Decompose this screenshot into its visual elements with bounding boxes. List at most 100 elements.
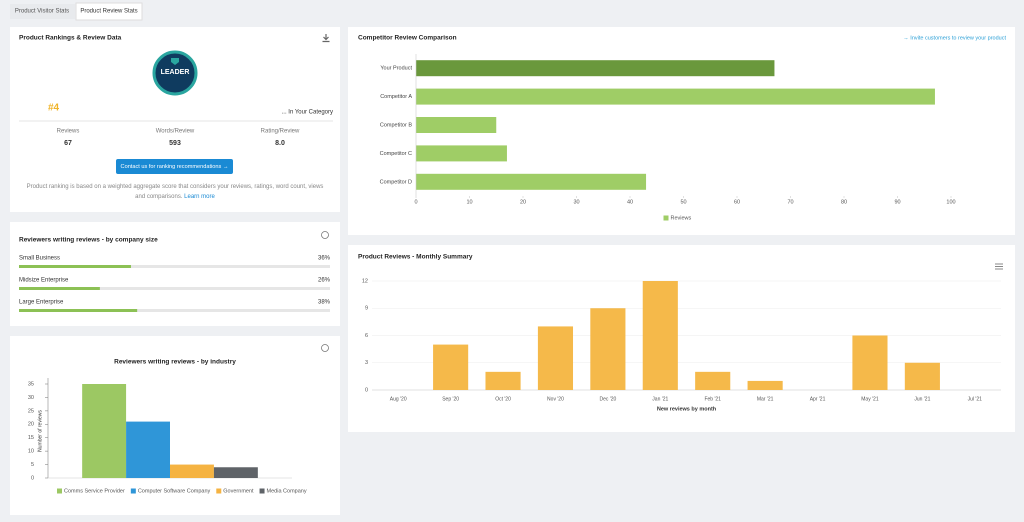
- bar: [642, 281, 678, 390]
- panel: [348, 245, 1015, 432]
- x-tick-label: 80: [841, 199, 847, 205]
- invite-link[interactable]: → Invite customers to review your produc…: [903, 35, 1006, 41]
- stat-value: 8.0: [275, 140, 285, 147]
- chart-title: Reviewers writing reviews - by industry: [114, 359, 236, 366]
- download-icon[interactable]: [322, 34, 330, 43]
- x-tick-label: Nov '20: [547, 396, 564, 402]
- stat-label: Words/Review: [156, 129, 195, 135]
- y-tick-label: 15: [28, 435, 34, 441]
- help-icon[interactable]: [321, 344, 329, 352]
- stat-label: Reviews: [57, 129, 80, 135]
- y-tick-label: Your Product: [380, 66, 412, 72]
- bar: [852, 335, 888, 390]
- bar: [747, 380, 783, 390]
- bar: [416, 88, 935, 105]
- legend-label: Government: [223, 488, 254, 494]
- y-tick-label: 35: [28, 381, 34, 387]
- bar: [213, 467, 258, 478]
- menu-icon[interactable]: [995, 263, 1003, 270]
- row-label: Large Enterprise: [19, 300, 64, 306]
- y-tick-label: 12: [362, 278, 368, 284]
- x-tick-label: Jul '21: [968, 396, 983, 402]
- bar: [433, 344, 469, 390]
- x-tick-label: 20: [520, 199, 526, 205]
- legend-label: Comms Service Provider: [64, 488, 125, 494]
- tab-active[interactable]: [75, 2, 143, 21]
- panel: [10, 222, 340, 326]
- help-icon[interactable]: [321, 231, 329, 239]
- x-tick-label: Jan '21: [652, 396, 668, 402]
- badge-icon: [171, 58, 179, 65]
- y-tick-label: 3: [365, 360, 368, 366]
- bar-track: [19, 309, 330, 312]
- x-tick-label: 70: [787, 199, 793, 205]
- x-tick-label: Feb '21: [704, 396, 721, 402]
- tab-label[interactable]: Product Review Stats: [80, 9, 137, 15]
- chart-title: Competitor Review Comparison: [358, 35, 457, 42]
- bar: [170, 464, 214, 478]
- y-tick-label: Competitor D: [380, 179, 412, 185]
- tab-label[interactable]: Product Visitor Stats: [15, 9, 69, 15]
- bar: [590, 308, 626, 390]
- stat-value: 593: [169, 140, 181, 147]
- y-tick-label: 25: [28, 408, 34, 414]
- x-tick-label: Aug '20: [390, 396, 407, 402]
- x-tick-label: Mar '21: [757, 396, 774, 402]
- bar: [19, 287, 100, 290]
- y-tick-label: Competitor C: [380, 151, 412, 157]
- badge: [152, 50, 198, 96]
- button-label[interactable]: Contact us for ranking recommendations →: [121, 164, 229, 170]
- x-tick-label: Jun '21: [914, 396, 930, 402]
- x-tick-label: 40: [627, 199, 633, 205]
- x-tick-label: 90: [894, 199, 900, 205]
- row-value: 36%: [318, 256, 331, 262]
- row-label: Small Business: [19, 256, 60, 262]
- legend-swatch: [130, 488, 136, 494]
- x-tick-label: 60: [734, 199, 740, 205]
- bar: [485, 371, 521, 390]
- y-tick-label: 5: [31, 462, 34, 468]
- tab[interactable]: [10, 4, 75, 19]
- x-tick-label: 30: [573, 199, 579, 205]
- legend-swatch: [663, 215, 669, 221]
- bar: [416, 173, 647, 190]
- bar: [19, 265, 131, 268]
- stat-value: 67: [64, 140, 72, 147]
- y-tick-label: 0: [365, 387, 368, 393]
- row-value: 38%: [318, 300, 331, 306]
- bar: [904, 362, 940, 390]
- bar: [126, 421, 170, 478]
- legend-swatch: [216, 488, 222, 494]
- note-text: Product ranking is based on a weighted a…: [26, 184, 324, 200]
- x-tick-label: 50: [680, 199, 686, 205]
- x-tick-label: Oct '20: [495, 396, 511, 402]
- rank-category: ... In Your Category: [282, 110, 333, 116]
- y-tick-label: 0: [31, 475, 34, 481]
- bar: [19, 309, 138, 312]
- y-tick-label: Competitor B: [380, 122, 412, 128]
- legend-swatch: [57, 488, 62, 494]
- x-tick-label: 100: [946, 199, 955, 205]
- panel-title: Product Rankings & Review Data: [19, 35, 122, 42]
- badge-label: LEADER: [161, 69, 190, 76]
- bar-track: [19, 287, 330, 290]
- bar: [537, 326, 574, 390]
- bar: [416, 145, 507, 162]
- y-tick-label: 20: [28, 422, 34, 428]
- x-tick-label: Sep '20: [442, 396, 459, 402]
- button[interactable]: [116, 159, 233, 174]
- legend-swatch: [259, 488, 265, 494]
- bar: [416, 60, 775, 77]
- y-tick-label: 6: [365, 333, 368, 339]
- y-axis-label: Number of reviews: [37, 410, 43, 452]
- bar: [695, 371, 731, 390]
- bar-track: [19, 265, 330, 268]
- y-tick-label: 30: [28, 395, 34, 401]
- legend-label: Media Company: [267, 488, 307, 494]
- panel-title: Reviewers writing reviews - by company s…: [19, 237, 158, 244]
- y-tick-label: 10: [28, 449, 34, 455]
- bar: [82, 384, 127, 478]
- learn-more-link[interactable]: Learn more: [184, 194, 215, 200]
